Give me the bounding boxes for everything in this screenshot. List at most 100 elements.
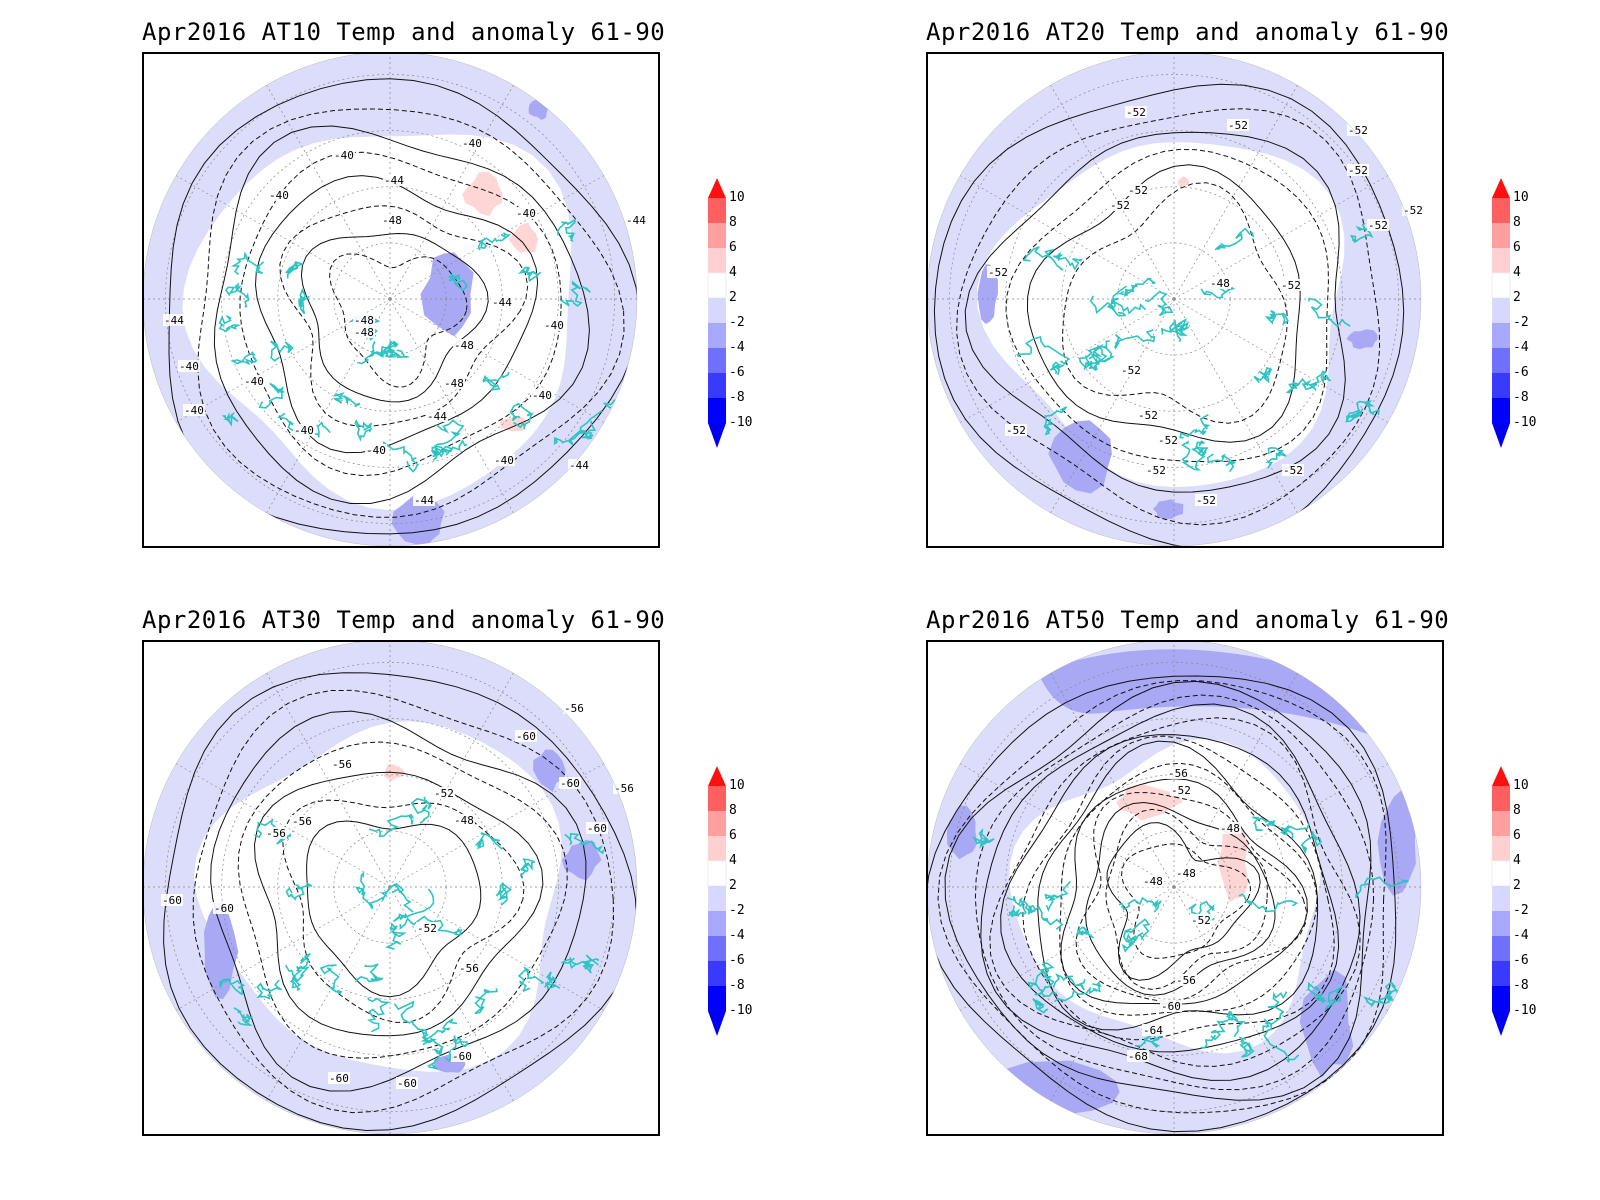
map-disc [928, 642, 1421, 1134]
contour-label-bg [451, 1050, 473, 1062]
colorbar-tick-label: -8 [729, 390, 745, 405]
colorbar-bin [1492, 836, 1510, 861]
contour-label-bg [396, 1077, 418, 1089]
colorbar [707, 766, 727, 1036]
contour-value-label: -44 [164, 314, 184, 327]
contour-label-bg [1190, 914, 1212, 926]
colorbar-bin [1492, 811, 1510, 836]
colorbar-top-arrow [1492, 766, 1510, 786]
colorbar-bin [708, 348, 726, 373]
contour-value-label: -44 [414, 494, 434, 507]
contour-label-bg [183, 404, 205, 416]
contour-value-label: -56 [266, 827, 286, 840]
isotherm-contour [300, 232, 489, 403]
contour-label-bg [1175, 974, 1197, 986]
contour-label-bg [433, 787, 455, 799]
contour-value-label: -48 [1220, 822, 1240, 835]
meridian-line [1050, 886, 1175, 1102]
contour-value-label: -48 [354, 314, 374, 327]
colorbar-legend: 10 8 6 4 2 -2 -4 -6 -8 -10 [707, 766, 787, 1066]
contour-label-bg [353, 326, 375, 338]
negative-anomaly-patch [204, 901, 239, 1000]
panel-title: Apr2016 AT10 Temp and anomaly 61-90 [142, 18, 666, 46]
meridian-line [1050, 84, 1175, 300]
contour-value-label: -60 [397, 1077, 417, 1090]
meridian-line [389, 298, 514, 514]
isotherm-contour [210, 710, 587, 1092]
colorbar-bin [1492, 911, 1510, 936]
contour-label-bg [1209, 277, 1231, 289]
colorbar-bin [1492, 248, 1510, 273]
negative-anomaly-patch [1048, 420, 1112, 494]
contour-value-label: -48 [382, 214, 402, 227]
colorbar-tick-label: 4 [729, 853, 737, 868]
contour-value-label: -52 [988, 266, 1008, 279]
contour-label-bg [563, 702, 585, 714]
contour-value-label: -48 [1176, 867, 1196, 880]
colorbar-bin [1492, 298, 1510, 323]
contour-value-label: -52 [1126, 106, 1146, 119]
contour-label-bg [1160, 1000, 1182, 1012]
contour-value-label: -52 [1348, 164, 1368, 177]
contour-label-bg [381, 214, 403, 226]
colorbar-bin [708, 398, 726, 423]
meridian-line [389, 298, 605, 423]
contour-value-label: -40 [532, 389, 552, 402]
contour-value-label: -48 [354, 326, 374, 339]
contour-value-label: -60 [329, 1072, 349, 1085]
contour-label-bg [333, 149, 355, 161]
contour-value-label: -64 [1143, 1024, 1163, 1037]
isotherm-contour [1085, 801, 1276, 996]
isotherm-contour [329, 253, 468, 388]
meridian-line [1173, 763, 1389, 888]
meridian-line [266, 672, 391, 888]
contour-label-bg [443, 377, 465, 389]
panel-title: Apr2016 AT50 Temp and anomaly 61-90 [926, 606, 1450, 634]
negative-anomaly-patch [977, 264, 998, 324]
contour-value-label: -68 [1128, 1050, 1148, 1063]
colorbar-bin [708, 323, 726, 348]
contour-value-label: -44 [492, 296, 512, 309]
meridian-line [175, 175, 391, 300]
meridian-line [1173, 886, 1389, 1011]
colorbar-tick-label: -10 [729, 415, 753, 430]
negative-anomaly-patch [533, 749, 566, 793]
contour-label-bg [1175, 867, 1197, 879]
contour-value-label: -40 [494, 454, 514, 467]
meridian-line [389, 175, 605, 300]
colorbar-legend: 10 8 6 4 2 -2 -4 -6 -8 -10 [1491, 178, 1571, 478]
colorbar-tick-label: 2 [729, 878, 737, 893]
isotherm-contour [1075, 792, 1308, 1002]
map-svg: -52-52 -52-52-52-52 -52-52-52-48 -52-52-52-… [928, 54, 1424, 546]
contour-value-label: -60 [452, 1050, 472, 1063]
colorbar-bin [708, 811, 726, 836]
contour-value-label: -48 [1210, 277, 1230, 290]
meridian-line [389, 84, 514, 300]
contour-value-label: -56 [1176, 974, 1196, 987]
colorbar-tick-label: -10 [729, 1003, 753, 1018]
isotherm-contour [944, 680, 1372, 1101]
contour-value-label: -40 [269, 189, 289, 202]
contour-label-bg [383, 174, 405, 186]
contour-value-label: -40 [462, 137, 482, 150]
colorbar-bottom-arrow [1492, 1011, 1510, 1036]
map-frame: -56 -60 -56 -60 -52 -56 -48 -60 -56 -56 -60 -60 -52 -… [142, 640, 660, 1136]
contour-value-label: -52 [1348, 124, 1368, 137]
contour-value-label: -52 [1368, 219, 1388, 232]
latitude-circle [1061, 774, 1287, 1000]
positive-anomaly-patch [462, 172, 503, 217]
colorbar-bin [708, 936, 726, 961]
isotherm-contour [937, 679, 1387, 1114]
colorbar-tick-label: 10 [1513, 190, 1529, 205]
colorbar-bin [1492, 886, 1510, 911]
colorbar-bin [708, 986, 726, 1011]
contour-value-label: -40 [294, 424, 314, 437]
isotherm-contour [1005, 148, 1329, 463]
meridian-line [175, 886, 391, 1011]
latitude-circle [949, 74, 1399, 524]
contour-label-bg [1347, 124, 1369, 136]
contour-label-bg [265, 827, 287, 839]
negative-anomaly-patch [1346, 329, 1378, 350]
colorbar-tick-label: -6 [729, 953, 745, 968]
contour-label-bg [458, 962, 480, 974]
